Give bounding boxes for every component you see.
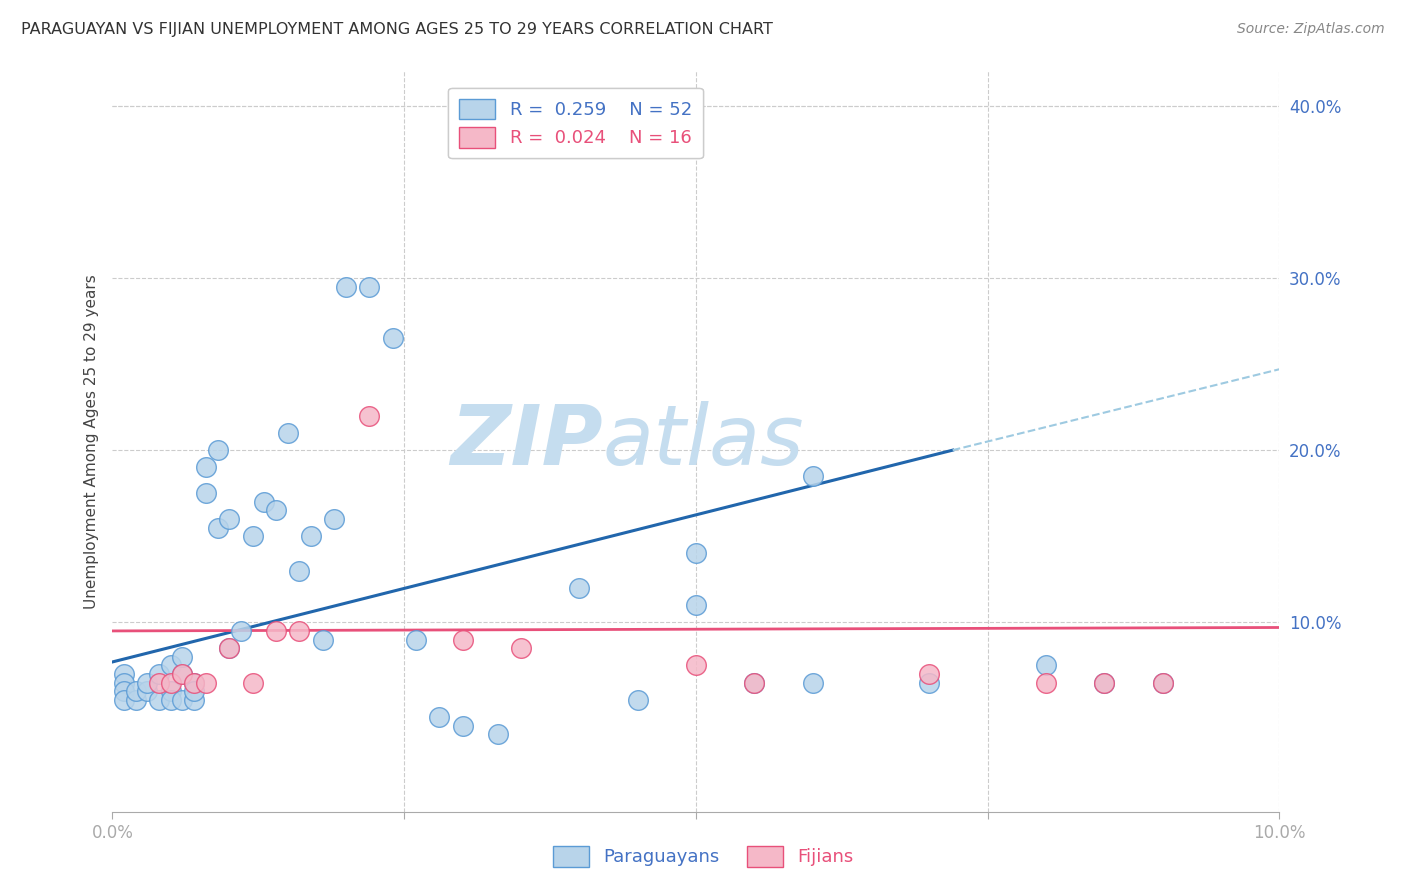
- Point: [172, 667, 194, 681]
- Point: [112, 693, 135, 707]
- Point: [451, 718, 474, 732]
- Legend: R =  0.259    N = 52, R =  0.024    N = 16: R = 0.259 N = 52, R = 0.024 N = 16: [449, 87, 703, 159]
- Point: [253, 495, 276, 509]
- Point: [1094, 675, 1116, 690]
- Point: [335, 279, 357, 293]
- Point: [218, 512, 240, 526]
- Point: [148, 693, 170, 707]
- Point: [1094, 675, 1116, 690]
- Point: [112, 675, 135, 690]
- Point: [1035, 675, 1057, 690]
- Point: [112, 684, 135, 698]
- Point: [405, 632, 427, 647]
- Point: [242, 529, 264, 543]
- Point: [160, 684, 183, 698]
- Text: ZIP: ZIP: [450, 401, 603, 482]
- Point: [918, 675, 941, 690]
- Point: [1152, 675, 1174, 690]
- Point: [288, 624, 311, 638]
- Point: [311, 632, 333, 647]
- Point: [299, 529, 322, 543]
- Point: [359, 279, 381, 293]
- Point: [160, 675, 183, 690]
- Point: [801, 675, 824, 690]
- Point: [264, 503, 287, 517]
- Point: [918, 667, 941, 681]
- Point: [112, 667, 135, 681]
- Point: [264, 624, 287, 638]
- Point: [509, 641, 531, 656]
- Point: [194, 460, 217, 475]
- Point: [685, 546, 707, 560]
- Point: [568, 581, 591, 595]
- Point: [194, 675, 217, 690]
- Point: [207, 521, 229, 535]
- Text: Source: ZipAtlas.com: Source: ZipAtlas.com: [1237, 22, 1385, 37]
- Point: [194, 486, 217, 500]
- Point: [627, 693, 650, 707]
- Point: [160, 658, 183, 673]
- Point: [183, 684, 205, 698]
- Text: atlas: atlas: [603, 401, 804, 482]
- Point: [160, 693, 183, 707]
- Point: [451, 632, 474, 647]
- Point: [218, 641, 240, 656]
- Point: [183, 675, 205, 690]
- Point: [323, 512, 346, 526]
- Point: [136, 684, 159, 698]
- Y-axis label: Unemployment Among Ages 25 to 29 years: Unemployment Among Ages 25 to 29 years: [83, 274, 98, 609]
- Point: [183, 693, 205, 707]
- Point: [427, 710, 450, 724]
- Point: [685, 598, 707, 612]
- Point: [172, 667, 194, 681]
- Point: [229, 624, 252, 638]
- Point: [742, 675, 765, 690]
- Point: [218, 641, 240, 656]
- Point: [172, 693, 194, 707]
- Point: [486, 727, 509, 741]
- Point: [148, 675, 170, 690]
- Point: [276, 425, 298, 440]
- Point: [125, 693, 148, 707]
- Text: PARAGUAYAN VS FIJIAN UNEMPLOYMENT AMONG AGES 25 TO 29 YEARS CORRELATION CHART: PARAGUAYAN VS FIJIAN UNEMPLOYMENT AMONG …: [21, 22, 773, 37]
- Point: [136, 675, 159, 690]
- Point: [742, 675, 765, 690]
- Point: [148, 667, 170, 681]
- Point: [207, 443, 229, 458]
- Point: [359, 409, 381, 423]
- Point: [288, 564, 311, 578]
- Point: [381, 331, 404, 345]
- Point: [1152, 675, 1174, 690]
- Point: [125, 684, 148, 698]
- Point: [685, 658, 707, 673]
- Point: [801, 469, 824, 483]
- Point: [183, 675, 205, 690]
- Point: [242, 675, 264, 690]
- Point: [1035, 658, 1057, 673]
- Legend: Paraguayans, Fijians: Paraguayans, Fijians: [546, 838, 860, 874]
- Point: [172, 649, 194, 664]
